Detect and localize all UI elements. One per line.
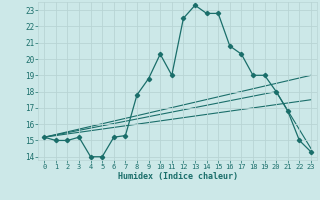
X-axis label: Humidex (Indice chaleur): Humidex (Indice chaleur) (118, 172, 238, 181)
